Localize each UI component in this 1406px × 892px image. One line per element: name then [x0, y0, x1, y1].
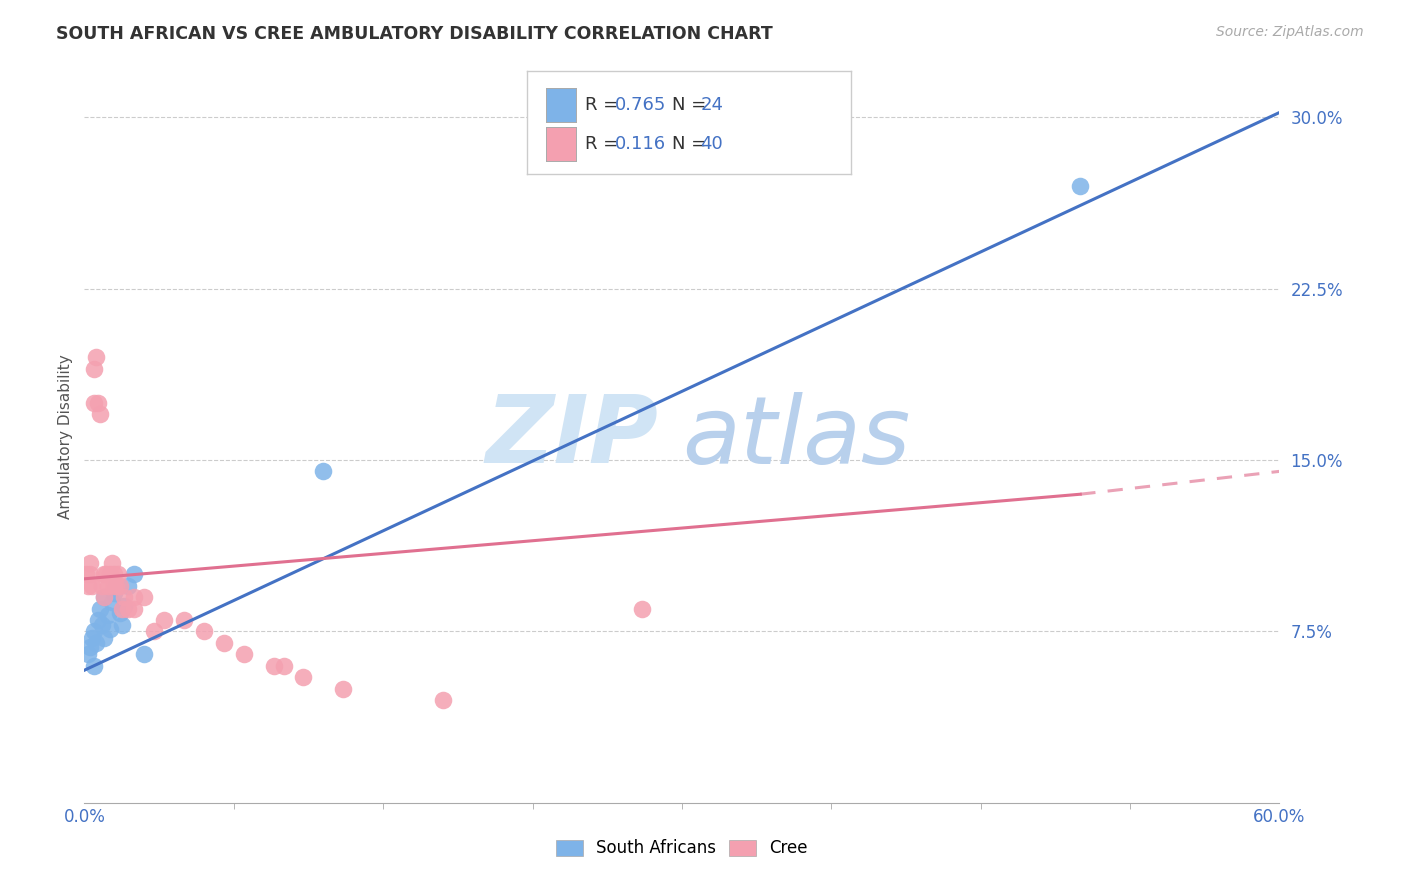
Text: 24: 24	[700, 96, 723, 114]
Text: ZIP: ZIP	[485, 391, 658, 483]
Point	[122, 590, 145, 604]
Point	[103, 567, 125, 582]
Point	[77, 647, 100, 661]
Point	[98, 567, 121, 582]
Point	[105, 579, 128, 593]
Point	[1069, 178, 1091, 193]
Point	[263, 658, 285, 673]
Point	[631, 601, 654, 615]
Point	[111, 617, 134, 632]
Point	[87, 613, 110, 627]
Point	[132, 647, 156, 661]
Point	[117, 601, 139, 615]
Point	[232, 647, 254, 661]
Point	[312, 464, 335, 478]
Point	[173, 613, 195, 627]
Point	[91, 579, 114, 593]
Point	[93, 632, 115, 646]
Point	[83, 361, 105, 376]
Legend: South Africans, Cree: South Africans, Cree	[550, 832, 814, 864]
Text: 40: 40	[700, 135, 723, 153]
Point	[86, 350, 108, 364]
Text: N =: N =	[672, 135, 711, 153]
Text: SOUTH AFRICAN VS CREE AMBULATORY DISABILITY CORRELATION CHART: SOUTH AFRICAN VS CREE AMBULATORY DISABIL…	[56, 25, 773, 43]
Point	[193, 624, 215, 639]
Text: Source: ZipAtlas.com: Source: ZipAtlas.com	[1216, 25, 1364, 39]
Point	[112, 590, 135, 604]
Point	[83, 658, 105, 673]
Text: R =: R =	[585, 135, 624, 153]
Point	[101, 556, 124, 570]
Point	[111, 601, 134, 615]
Point	[103, 579, 125, 593]
Point	[132, 590, 156, 604]
Point	[77, 579, 100, 593]
Point	[75, 567, 97, 582]
Point	[87, 396, 110, 410]
Point	[122, 601, 145, 615]
Point	[93, 590, 115, 604]
Point	[93, 567, 115, 582]
Y-axis label: Ambulatory Disability: Ambulatory Disability	[58, 355, 73, 519]
Point	[105, 579, 128, 593]
Point	[79, 556, 101, 570]
Point	[153, 613, 176, 627]
Point	[86, 636, 108, 650]
Text: R =: R =	[585, 96, 624, 114]
Text: atlas: atlas	[682, 392, 910, 483]
Point	[82, 579, 104, 593]
Point	[98, 622, 121, 636]
Point	[89, 407, 111, 421]
Point	[212, 636, 235, 650]
Point	[143, 624, 166, 639]
Point	[82, 632, 104, 646]
Point	[273, 658, 295, 673]
Text: 0.116: 0.116	[614, 135, 665, 153]
Point	[112, 599, 135, 614]
Point	[79, 640, 101, 655]
Point	[292, 670, 315, 684]
Point	[432, 693, 454, 707]
Point	[96, 567, 118, 582]
Point	[79, 567, 101, 582]
Point	[97, 579, 120, 593]
Point	[101, 595, 124, 609]
Point	[97, 608, 120, 623]
Point	[110, 606, 132, 620]
Text: N =: N =	[672, 96, 711, 114]
Point	[91, 617, 114, 632]
Point	[103, 585, 125, 599]
Point	[332, 681, 354, 696]
Point	[93, 590, 115, 604]
Text: 0.765: 0.765	[614, 96, 666, 114]
Point	[83, 624, 105, 639]
Point	[110, 579, 132, 593]
Point	[117, 579, 139, 593]
Point	[107, 567, 129, 582]
Point	[89, 601, 111, 615]
Point	[83, 396, 105, 410]
Point	[122, 567, 145, 582]
